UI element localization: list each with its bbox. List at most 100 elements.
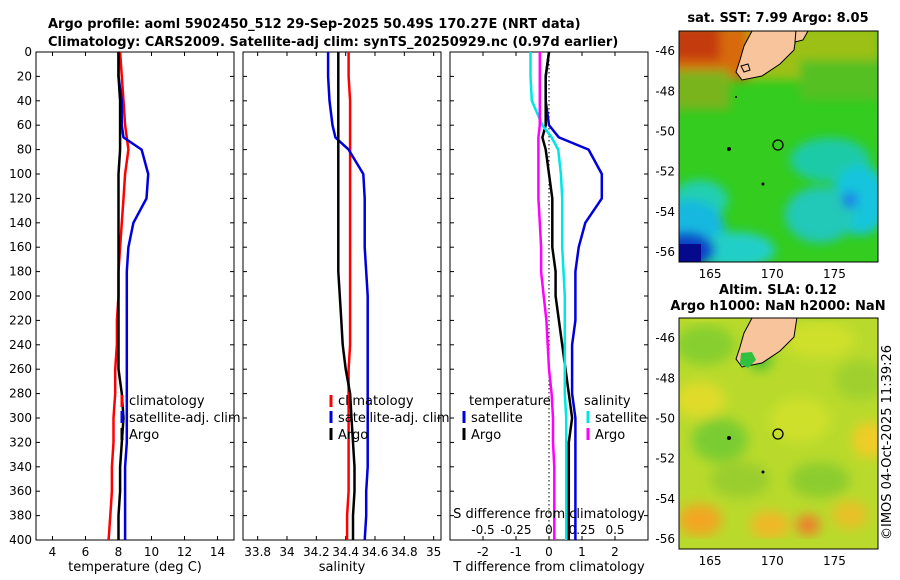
axes-layer: 0204060801001201401601802002202402602803… [9,31,878,568]
legend-label-argo: Argo [338,428,368,443]
y-tick-label: 300 [9,411,32,425]
header-line-1: Argo profile: aoml 5902450_512 29-Sep-20… [48,17,581,32]
temperature-x-label: temperature (deg C) [68,560,202,575]
sla-map-title-1: Altim. SLA: 0.12 [719,283,837,298]
y-tick-label: 160 [9,240,32,254]
legend-label-climatology: climatology [129,394,205,409]
legend-label-climatology: climatology [338,394,414,409]
salinity-legend: climatology satellite-adj. clim Argo [329,394,450,443]
s-tick-label: -0.5 [471,523,494,537]
map-x-tick-label: 170 [761,267,784,281]
map-x-tick-label: 170 [761,554,784,568]
map-x-tick-label: 165 [699,267,722,281]
sst-map-field [679,31,878,262]
x-tick-label: 34 [279,545,294,559]
legend-label-satellite: satellite-adj. clim [338,411,450,426]
x-tick-label: 14 [210,545,225,559]
legend-label-s-argo: Argo [595,428,625,443]
map-y-tick-label: -56 [655,245,675,259]
y-tick-label: 140 [9,216,32,230]
temperature-panel-frame [35,51,235,541]
map-y-tick-label: -50 [655,411,675,425]
timestamp-label: ©IMOS 04-Oct-2025 11:39:26 [880,345,895,540]
y-tick-label: 260 [9,362,32,376]
sla-argo-position-marker [772,428,784,440]
series-argo [117,52,125,540]
difference-legend: temperature satellite Argo salinity sate… [462,394,647,443]
x-tick-label: 6 [82,545,90,559]
temperature-legend: climatology satellite-adj. clim Argo [120,394,241,443]
map-y-tick-label: -46 [655,331,675,345]
x-tick-label: 34.4 [332,545,359,559]
x-tick-label: 33.8 [244,545,271,559]
s-tick-label: -0.25 [500,523,531,537]
series-salinity-argo [537,52,556,540]
y-tick-label: 180 [9,265,32,279]
series-satellite-adj-clim [117,52,150,540]
map-y-tick-label: -54 [655,492,675,506]
y-tick-label: 280 [9,387,32,401]
x-tick-label: 35 [426,545,441,559]
sla-map-frame [678,317,879,550]
y-tick-label: 0 [24,45,32,59]
salinity-x-label: salinity [319,560,366,575]
x-tick-label: -1 [510,545,522,559]
y-tick-label: 80 [17,143,32,157]
x-tick-label: 1 [578,545,586,559]
series-salinity-satellite [529,52,568,540]
legend-title-salinity: salinity [584,394,631,409]
legend-label-argo: Argo [129,428,159,443]
series-temperature-argo [541,51,574,540]
y-tick-label: 340 [9,460,32,474]
x-tick-label: 12 [177,545,192,559]
map-x-tick-label: 175 [823,554,846,568]
series-climatology [345,52,352,540]
y-tick-label: 20 [17,69,32,83]
header-line-2: Climatology: CARS2009. Satellite-adj cli… [48,35,618,50]
x-tick-label: 4 [49,545,57,559]
sla-map-title-2: Argo h1000: NaN h2000: NaN [670,299,885,314]
map-y-tick-label: -48 [655,371,675,385]
y-tick-label: 40 [17,94,32,108]
y-tick-label: 400 [9,533,32,547]
series-argo [337,52,356,540]
x-tick-label: 34.8 [391,545,418,559]
legend-label-satellite: satellite-adj. clim [129,411,241,426]
y-tick-label: 120 [9,191,32,205]
y-tick-label: 200 [9,289,32,303]
map-y-tick-label: -50 [655,124,675,138]
legend-label-t-argo: Argo [471,428,501,443]
x-tick-label: 0 [545,545,553,559]
difference-x-label: T difference from climatology [452,560,645,575]
legend-title-temperature: temperature [469,394,551,409]
sst-argo-position-marker [772,139,784,151]
s-tick-label: 0.25 [569,523,596,537]
sst-map-land [727,31,809,186]
sst-map-frame [678,30,879,263]
map-x-tick-label: 175 [823,267,846,281]
map-x-tick-label: 165 [699,554,722,568]
legend-label-s-satellite: satellite [595,411,647,426]
y-tick-label: 380 [9,509,32,523]
y-tick-label: 320 [9,435,32,449]
y-tick-label: 220 [9,313,32,327]
salinity-panel-frame [242,51,442,541]
series-satellite-adj-clim [326,52,369,541]
legend-label-t-satellite: satellite [471,411,523,426]
map-y-tick-label: -52 [655,165,675,179]
map-y-tick-label: -46 [655,44,675,58]
sla-map-land [727,318,798,474]
x-tick-label: 34.6 [362,545,389,559]
x-tick-label: 8 [115,545,123,559]
sst-map-title: sat. SST: 7.99 Argo: 8.05 [687,11,868,26]
s-tick-label: 0 [545,523,553,537]
map-y-tick-label: -54 [655,205,675,219]
x-tick-label: 10 [144,545,159,559]
sla-map-field [679,318,878,549]
map-y-tick-label: -56 [655,532,675,546]
x-tick-label: 2 [611,545,619,559]
x-tick-label: -2 [477,545,489,559]
map-y-tick-label: -52 [655,452,675,466]
y-tick-label: 100 [9,167,32,181]
